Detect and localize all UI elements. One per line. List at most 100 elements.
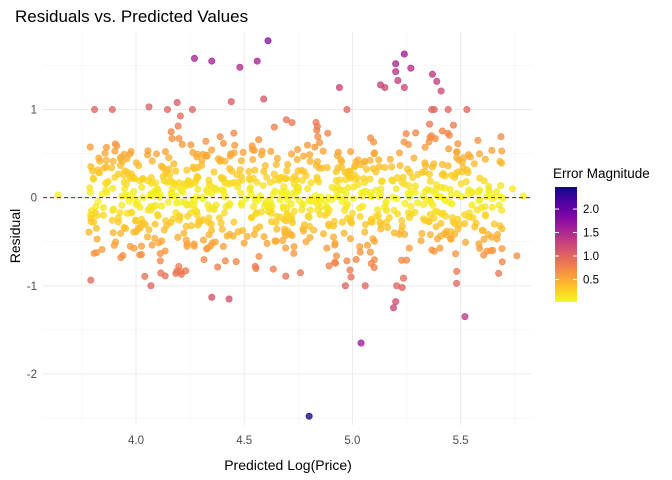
data-point [223, 232, 231, 240]
data-point [363, 241, 371, 249]
data-point [334, 148, 342, 156]
data-point [399, 173, 407, 181]
data-point [252, 265, 260, 273]
data-point [321, 211, 329, 219]
data-point [118, 201, 126, 209]
data-point [92, 224, 100, 232]
data-point [419, 200, 427, 208]
data-point [120, 178, 128, 186]
data-point [284, 160, 292, 168]
data-point [102, 143, 110, 151]
data-point [199, 195, 207, 203]
data-point [438, 127, 446, 135]
data-point [203, 245, 211, 253]
data-point [174, 122, 182, 130]
data-point [145, 103, 153, 111]
data-point [190, 242, 198, 250]
data-point [194, 221, 202, 229]
data-point [370, 263, 378, 271]
data-point [329, 233, 337, 241]
data-point [299, 227, 307, 235]
data-point [190, 54, 198, 62]
data-point [325, 262, 333, 270]
data-point [272, 161, 280, 169]
data-point [144, 147, 152, 155]
data-point [407, 187, 415, 195]
data-point [393, 195, 401, 203]
data-point [187, 141, 195, 149]
data-point [429, 201, 437, 209]
data-point [375, 156, 383, 164]
data-point [304, 141, 312, 149]
data-point [354, 156, 362, 164]
data-point [87, 163, 95, 171]
data-point [430, 160, 438, 168]
data-point [264, 37, 272, 45]
data-point [375, 163, 383, 171]
data-point [476, 244, 484, 252]
data-point [392, 60, 400, 68]
data-point [240, 239, 248, 247]
data-point [183, 166, 191, 174]
data-point [305, 213, 313, 221]
data-point [393, 210, 401, 218]
data-point [176, 112, 184, 120]
data-point [439, 170, 447, 178]
data-points [54, 37, 527, 420]
data-point [460, 154, 468, 162]
data-point [117, 229, 125, 237]
data-point [183, 212, 191, 220]
data-point [392, 68, 400, 76]
data-point [120, 150, 128, 158]
data-point [313, 158, 321, 166]
data-point [177, 270, 185, 278]
data-point [496, 158, 504, 166]
data-point [101, 149, 109, 157]
data-point [130, 228, 138, 236]
data-point [462, 178, 470, 186]
data-point [294, 146, 302, 154]
data-point [137, 242, 145, 250]
data-point [475, 197, 483, 205]
data-point [230, 218, 238, 226]
data-point [272, 237, 280, 245]
data-point [173, 98, 181, 106]
data-point [208, 57, 216, 65]
legend-tick-label: 0.5 [583, 274, 599, 286]
data-point [368, 218, 376, 226]
data-point [122, 224, 130, 232]
data-point [360, 174, 368, 182]
data-point [288, 232, 296, 240]
data-point [121, 167, 129, 175]
data-point [438, 161, 446, 169]
data-point [234, 228, 242, 236]
data-point [263, 173, 271, 181]
data-point [495, 269, 503, 277]
data-point [405, 244, 413, 252]
data-point [230, 149, 238, 157]
data-point [172, 167, 180, 175]
data-point [233, 171, 241, 179]
data-point [288, 150, 296, 158]
x-tick-label: 5.5 [453, 435, 469, 447]
data-point [184, 177, 192, 185]
data-point [313, 173, 321, 181]
data-point [151, 234, 159, 242]
data-point [249, 156, 257, 164]
data-point [324, 129, 332, 137]
data-point [388, 163, 396, 171]
data-point [273, 225, 281, 233]
legend-tick-label: 2.0 [583, 204, 599, 216]
data-point [386, 155, 394, 163]
data-point [410, 154, 418, 162]
data-point [445, 145, 453, 153]
data-point [147, 206, 155, 214]
data-point [352, 256, 360, 264]
data-point [453, 279, 461, 287]
data-point [498, 258, 506, 266]
data-point [454, 225, 462, 233]
data-point [493, 235, 501, 243]
data-point [453, 148, 461, 156]
data-point [437, 219, 445, 227]
legend-colorbar [555, 187, 577, 302]
